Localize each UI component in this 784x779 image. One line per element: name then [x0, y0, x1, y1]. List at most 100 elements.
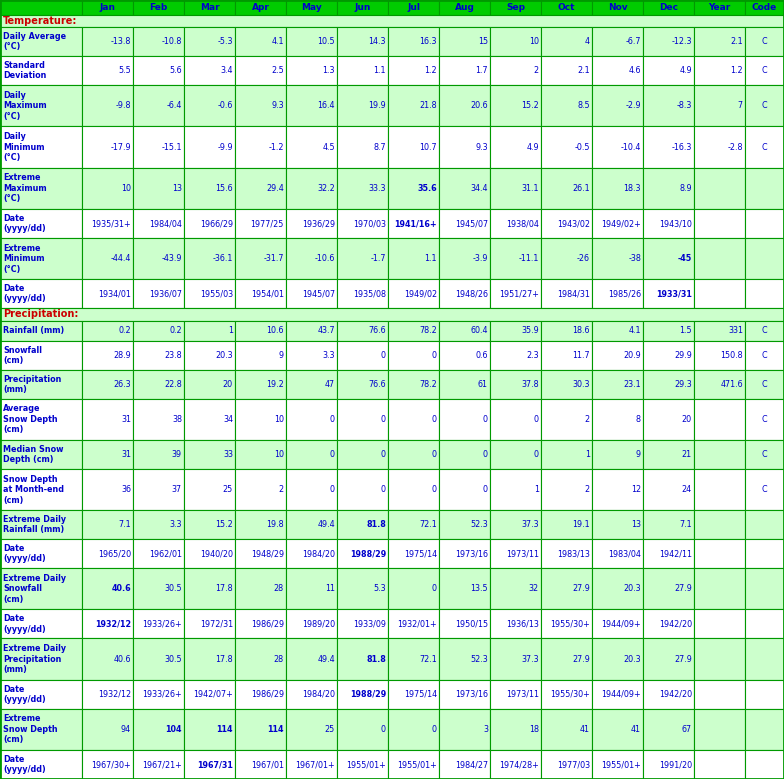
Text: 1950/15: 1950/15: [455, 619, 488, 629]
Bar: [388, 27, 439, 56]
Bar: [745, 209, 784, 238]
Text: 37.3: 37.3: [521, 654, 539, 664]
Text: Date
(yyyy/dd): Date (yyyy/dd): [3, 544, 45, 563]
Bar: [388, 399, 439, 440]
Text: Extreme Daily
Rainfall (mm): Extreme Daily Rainfall (mm): [3, 515, 66, 534]
Bar: [82, 370, 133, 399]
Text: 1936/29: 1936/29: [302, 219, 335, 228]
Bar: [745, 320, 784, 340]
Text: 2.1: 2.1: [577, 66, 590, 76]
Bar: [337, 510, 388, 539]
Text: C: C: [762, 326, 768, 335]
Bar: [490, 568, 541, 609]
Bar: [133, 399, 184, 440]
Text: -44.4: -44.4: [111, 254, 131, 263]
Text: 20.3: 20.3: [216, 351, 233, 360]
Bar: [184, 0, 235, 15]
Text: 29.3: 29.3: [674, 379, 692, 389]
Bar: [0, 709, 82, 750]
Text: Average
Snow Depth
(cm): Average Snow Depth (cm): [3, 404, 58, 434]
Text: 10.7: 10.7: [419, 143, 437, 152]
Bar: [592, 750, 643, 779]
Bar: [0, 609, 82, 639]
Text: 1973/11: 1973/11: [506, 689, 539, 699]
Text: 114: 114: [267, 725, 284, 734]
Bar: [541, 280, 592, 308]
Text: 0: 0: [381, 450, 386, 459]
Bar: [541, 126, 592, 167]
Text: 2.3: 2.3: [526, 351, 539, 360]
Bar: [592, 167, 643, 209]
Bar: [694, 469, 745, 510]
Text: 1977/03: 1977/03: [557, 760, 590, 769]
Bar: [235, 85, 286, 126]
Bar: [490, 209, 541, 238]
Text: Date
(yyyy/dd): Date (yyyy/dd): [3, 284, 45, 304]
Bar: [286, 539, 337, 568]
Text: 14.3: 14.3: [368, 37, 386, 46]
Text: 331: 331: [728, 326, 743, 335]
Bar: [0, 510, 82, 539]
Bar: [184, 568, 235, 609]
Bar: [235, 209, 286, 238]
Text: 1955/30+: 1955/30+: [550, 689, 590, 699]
Bar: [82, 340, 133, 370]
Bar: [643, 238, 694, 280]
Bar: [388, 609, 439, 639]
Bar: [0, 280, 82, 308]
Bar: [643, 85, 694, 126]
Bar: [388, 209, 439, 238]
Bar: [286, 510, 337, 539]
Text: 15.6: 15.6: [216, 184, 233, 193]
Text: -43.9: -43.9: [162, 254, 182, 263]
Text: 1972/31: 1972/31: [200, 619, 233, 629]
Bar: [694, 510, 745, 539]
Bar: [490, 709, 541, 750]
Text: 1954/01: 1954/01: [251, 289, 284, 298]
Bar: [439, 320, 490, 340]
Bar: [490, 440, 541, 469]
Text: 0: 0: [381, 351, 386, 360]
Text: 67: 67: [682, 725, 692, 734]
Bar: [439, 440, 490, 469]
Text: 1986/29: 1986/29: [251, 619, 284, 629]
Text: C: C: [762, 415, 768, 424]
Bar: [745, 126, 784, 167]
Bar: [745, 56, 784, 85]
Bar: [541, 680, 592, 709]
Bar: [490, 399, 541, 440]
Text: 8.5: 8.5: [577, 101, 590, 111]
Text: 9: 9: [636, 450, 641, 459]
Bar: [286, 440, 337, 469]
Text: 27.9: 27.9: [572, 654, 590, 664]
Bar: [439, 399, 490, 440]
Bar: [82, 27, 133, 56]
Text: -5.3: -5.3: [217, 37, 233, 46]
Text: 1967/30+: 1967/30+: [92, 760, 131, 769]
Bar: [541, 568, 592, 609]
Text: 150.8: 150.8: [720, 351, 743, 360]
Text: 19.8: 19.8: [267, 520, 284, 529]
Bar: [0, 0, 82, 15]
Bar: [82, 167, 133, 209]
Bar: [592, 709, 643, 750]
Text: 40.6: 40.6: [111, 584, 131, 594]
Bar: [184, 167, 235, 209]
Bar: [0, 639, 82, 680]
Text: 1951/27+: 1951/27+: [499, 289, 539, 298]
Text: 1: 1: [534, 485, 539, 494]
Bar: [592, 440, 643, 469]
Bar: [643, 209, 694, 238]
Text: 13.5: 13.5: [470, 584, 488, 594]
Text: 1985/26: 1985/26: [608, 289, 641, 298]
Bar: [643, 0, 694, 15]
Text: 1.2: 1.2: [424, 66, 437, 76]
Bar: [694, 0, 745, 15]
Bar: [388, 167, 439, 209]
Bar: [337, 85, 388, 126]
Bar: [694, 680, 745, 709]
Bar: [745, 399, 784, 440]
Text: 49.4: 49.4: [318, 654, 335, 664]
Text: 0: 0: [381, 415, 386, 424]
Text: 1.7: 1.7: [475, 66, 488, 76]
